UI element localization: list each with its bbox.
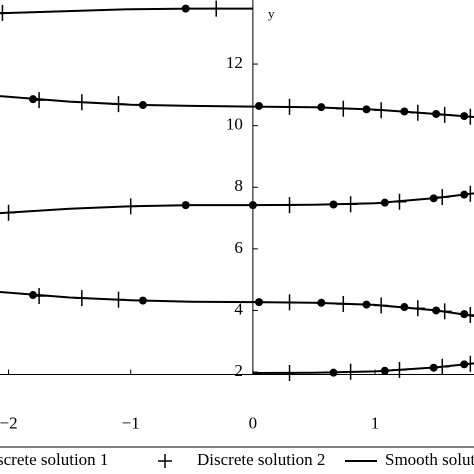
legend-label: Smooth solution: [385, 450, 474, 469]
legend-marker: [158, 454, 172, 468]
smooth-curve: [0, 7, 474, 374]
y-tick-label: 2: [234, 361, 243, 380]
legend-label: Discrete solution 2: [197, 450, 325, 469]
y-tick-label: 4: [234, 299, 243, 318]
y-tick-label: 8: [234, 176, 243, 195]
y-tick-label: 10: [226, 115, 243, 134]
x-tick-label: −1: [122, 413, 140, 432]
x-tick-label: −2: [0, 413, 18, 432]
y-tick-label: 12: [226, 53, 243, 72]
legend-label: Discrete solution 1: [0, 450, 108, 469]
x-tick-label: 1: [371, 413, 380, 432]
x-tick-label: 0: [249, 413, 258, 432]
y-axis-label: y: [268, 6, 275, 21]
y-tick-label: 6: [234, 238, 243, 257]
